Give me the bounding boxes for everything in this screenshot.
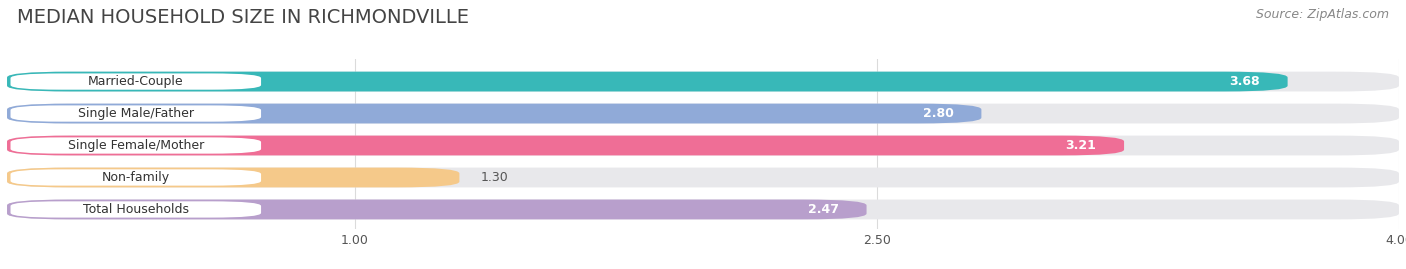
Text: Total Households: Total Households (83, 203, 188, 216)
Text: 3.68: 3.68 (1229, 75, 1260, 88)
FancyBboxPatch shape (7, 136, 1123, 155)
FancyBboxPatch shape (10, 201, 262, 218)
Text: 1.30: 1.30 (481, 171, 508, 184)
FancyBboxPatch shape (10, 137, 262, 154)
FancyBboxPatch shape (7, 200, 866, 220)
FancyBboxPatch shape (7, 168, 460, 187)
Text: Non-family: Non-family (101, 171, 170, 184)
Text: Source: ZipAtlas.com: Source: ZipAtlas.com (1256, 8, 1389, 21)
FancyBboxPatch shape (7, 136, 1399, 155)
Text: 3.21: 3.21 (1066, 139, 1097, 152)
FancyBboxPatch shape (7, 72, 1399, 91)
FancyBboxPatch shape (7, 104, 1399, 123)
Text: MEDIAN HOUSEHOLD SIZE IN RICHMONDVILLE: MEDIAN HOUSEHOLD SIZE IN RICHMONDVILLE (17, 8, 468, 27)
Text: Married-Couple: Married-Couple (89, 75, 184, 88)
FancyBboxPatch shape (10, 169, 262, 186)
FancyBboxPatch shape (10, 105, 262, 122)
FancyBboxPatch shape (10, 73, 262, 90)
FancyBboxPatch shape (7, 72, 1288, 91)
Text: 2.80: 2.80 (922, 107, 953, 120)
Text: Single Female/Mother: Single Female/Mother (67, 139, 204, 152)
FancyBboxPatch shape (7, 104, 981, 123)
FancyBboxPatch shape (7, 200, 1399, 220)
FancyBboxPatch shape (7, 168, 1399, 187)
Text: 2.47: 2.47 (807, 203, 839, 216)
Text: Single Male/Father: Single Male/Father (77, 107, 194, 120)
